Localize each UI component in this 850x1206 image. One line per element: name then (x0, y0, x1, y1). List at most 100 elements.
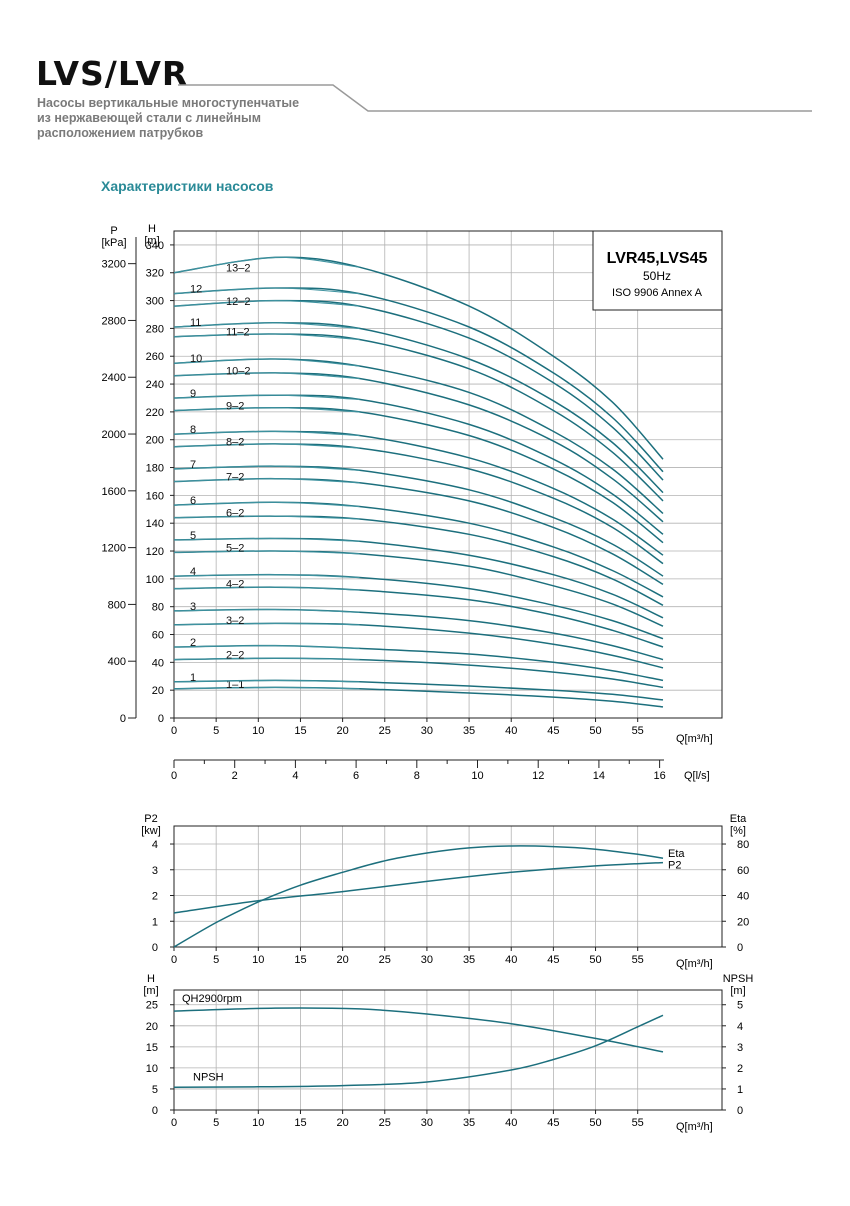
x-tick-label: 20 (336, 1117, 348, 1129)
h-tick-label: 240 (146, 379, 164, 391)
eta-axis-unit: [%] (730, 825, 746, 837)
ls-tick-label: 8 (414, 770, 420, 782)
subtitle-line-2: из нержавеющей стали с линейным (37, 111, 261, 125)
curve-light-12-2 (173, 300, 360, 307)
npsh-tick-label: 5 (737, 1000, 743, 1012)
p-tick-label: 0 (120, 713, 126, 725)
x-tick-label: 25 (379, 725, 391, 737)
x-tick-label: 15 (294, 954, 306, 966)
plot-frame (173, 989, 723, 1111)
plot-frame (173, 825, 723, 948)
curve-label-12-2: 12–2 (226, 296, 250, 308)
x-tick-label: 55 (632, 1117, 644, 1129)
npsh-tick-label: 1 (737, 1084, 743, 1096)
eta-tick-label: 60 (737, 865, 749, 877)
curve-light-13-2 (173, 256, 360, 274)
curve-light-7-2 (173, 478, 360, 484)
x-tick-label: 0 (171, 1117, 177, 1129)
curve-13-2 (173, 256, 664, 460)
header-divider-line (178, 84, 812, 112)
curve-label-npsh: NPSH (193, 1071, 224, 1083)
h-tick-label: 40 (152, 657, 164, 669)
p-tick-label: 1200 (102, 543, 126, 555)
x-tick-label: 20 (336, 725, 348, 737)
curve-label-8-2: 8–2 (226, 437, 244, 449)
npsh-chart: 0 5 10 15 20 25 30 35 40 45 50 550510152025012345H[… (143, 973, 753, 1133)
h-tick-label: 25 (146, 1000, 158, 1012)
curve-label-8: 8 (190, 424, 196, 436)
curve-8 (173, 430, 664, 556)
x-tick-label: 30 (421, 725, 433, 737)
x-tick-label: 50 (589, 725, 601, 737)
curve-label-5-2: 5–2 (226, 542, 244, 554)
curve-label-6-2: 6–2 (226, 508, 244, 520)
plot-frame (173, 230, 723, 719)
npsh-tick-label: 3 (737, 1042, 743, 1054)
p2-axis-title: P2 (144, 813, 157, 825)
curve-label-3-2: 3–2 (226, 615, 244, 627)
curve-light-8 (173, 430, 360, 437)
h-tick-label: 160 (146, 490, 164, 502)
x-tick-label: 20 (336, 954, 348, 966)
h-tick-label: 320 (146, 268, 164, 280)
curve-light-3-2 (173, 622, 360, 626)
curve-label-9-2: 9–2 (226, 400, 244, 412)
h-tick-label: 220 (146, 407, 164, 419)
x-tick-label: 25 (379, 954, 391, 966)
npsh-axis-unit: [m] (730, 985, 745, 997)
curve-p2 (173, 861, 664, 914)
h-tick-label: 300 (146, 296, 164, 308)
ls-tick-label: 14 (593, 770, 605, 782)
curve-label-qh2900rpm: QH2900rpm (182, 993, 242, 1005)
x-tick-label: 50 (589, 1117, 601, 1129)
p2-axis-unit: [kw] (141, 825, 161, 837)
section-title: Характеристики насосов (101, 178, 274, 194)
p2-tick-label: 0 (152, 942, 158, 954)
h-axis-unit: [m] (143, 985, 158, 997)
x-tick-label: 10 (252, 1117, 264, 1129)
head-chart: 0 5 10 15 20 25 30 35 40 45 50 55020406080100120140… (101, 223, 723, 782)
curve-label-6: 6 (190, 495, 196, 507)
info-box-title: LVR45,LVS45 (607, 250, 708, 267)
x-axis-title: Q[m³/h] (676, 733, 713, 745)
x-tick-label: 30 (421, 1117, 433, 1129)
h-tick-label: 180 (146, 463, 164, 475)
curve-label-11-2: 11–2 (226, 327, 250, 339)
h-tick-label: 120 (146, 546, 164, 558)
curve-label-2-2: 2–2 (226, 650, 244, 662)
h-tick-label: 200 (146, 435, 164, 447)
p2-tick-label: 3 (152, 865, 158, 877)
h-axis-unit: [m] (144, 235, 159, 247)
p-tick-label: 2800 (102, 315, 126, 327)
ls-tick-label: 2 (232, 770, 238, 782)
h-tick-label: 340 (146, 240, 164, 252)
curve-light-9-2 (173, 407, 360, 413)
power-efficiency-chart: 0 5 10 15 20 25 30 35 40 45 50 5501234020406080P2[k… (141, 813, 749, 970)
curve-light-1-1 (173, 686, 360, 690)
p-tick-label: 3200 (102, 259, 126, 271)
curve-light-4-2 (173, 586, 360, 591)
x-tick-label: 40 (505, 954, 517, 966)
eta-tick-label: 40 (737, 891, 749, 903)
curve-light-6 (173, 501, 360, 508)
x-tick-label: 5 (213, 1117, 219, 1129)
x-tick-label: 5 (213, 725, 219, 737)
curve-npsh (173, 1014, 664, 1089)
eta-tick-label: 0 (737, 942, 743, 954)
eta-tick-label: 20 (737, 916, 749, 928)
eta-tick-label: 80 (737, 839, 749, 851)
h-tick-label: 140 (146, 518, 164, 530)
p2-tick-label: 2 (152, 891, 158, 903)
npsh-tick-label: 0 (737, 1105, 743, 1117)
p-tick-label: 2000 (102, 429, 126, 441)
h-tick-label: 0 (158, 713, 164, 725)
curve-9-2 (173, 406, 664, 544)
info-box-frequency: 50Hz (643, 269, 671, 283)
ls-tick-label: 12 (532, 770, 544, 782)
x-tick-label: 35 (463, 1117, 475, 1129)
h-tick-label: 80 (152, 602, 164, 614)
curve-5-2 (173, 550, 664, 627)
curve-label-2: 2 (190, 637, 196, 649)
curve-label-10-2: 10–2 (226, 366, 250, 378)
curve-light-8-2 (173, 443, 360, 449)
